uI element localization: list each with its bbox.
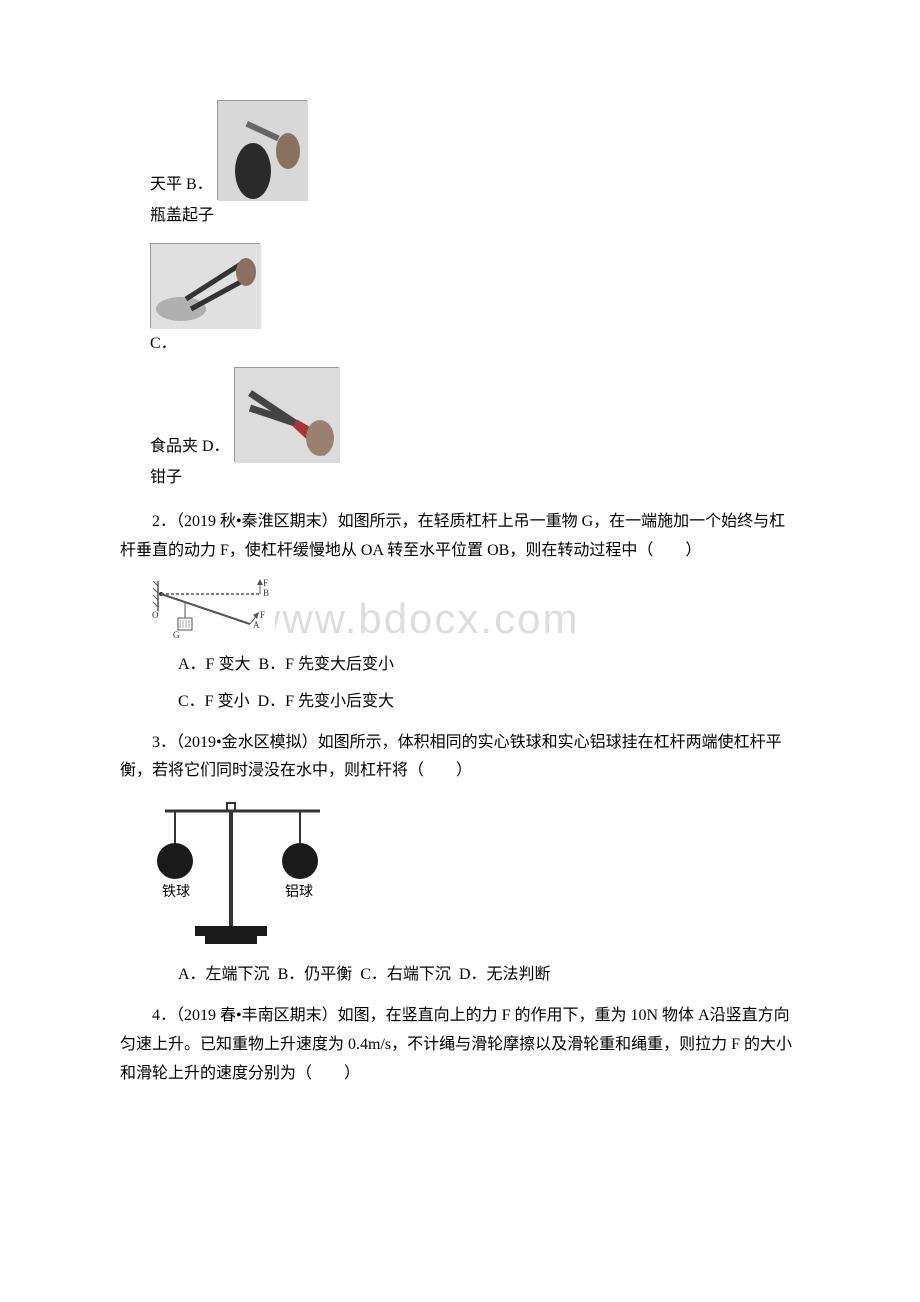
- watermark-text: www.bdocx.com: [250, 581, 579, 657]
- q1-option-b-row: 天平 B．: [150, 100, 800, 200]
- question-3-text: 3．（2019•金水区模拟）如图所示，体积相同的实心铁球和实心铝球挂在杠杆两端使…: [120, 729, 800, 787]
- q1-optd-prefix: 食品夹 D．: [150, 438, 230, 455]
- svg-text:O: O: [152, 610, 159, 620]
- tongs-image: [150, 243, 260, 328]
- q2-options-row2: C．F 变小 D．F 先变小后变大: [178, 688, 800, 717]
- q3-optC: C．右端下沉: [360, 966, 451, 983]
- balance-svg: 铁球 铝球: [150, 796, 335, 951]
- svg-text:F: F: [263, 578, 268, 588]
- q1-optb-label-row: 瓶盖起子: [150, 202, 800, 231]
- pliers-svg: [235, 368, 340, 463]
- q1-optd-label-row: 钳子: [150, 464, 800, 493]
- q2-optD: D．F 先变小后变大: [258, 693, 394, 710]
- q1-optc-letter: C．: [150, 335, 177, 352]
- bottle-opener-image: [217, 100, 307, 200]
- q1-optb-label: 瓶盖起子: [150, 207, 214, 224]
- svg-text:铁球: 铁球: [162, 884, 190, 900]
- q2-optA: A．F 变大: [178, 656, 250, 673]
- question-2-text: 2．（2019 秋•秦淮区期末）如图所示，在轻质杠杆上吊一重物 G，在一端施加一…: [120, 508, 800, 566]
- pliers-image: [234, 367, 339, 462]
- q2-optC: C．F 变小: [178, 693, 250, 710]
- q3-optA: A．左端下沉: [178, 966, 270, 983]
- tongs-svg: [151, 244, 261, 329]
- lever-svg: O B A F F G: [150, 576, 275, 641]
- balance-diagram: 铁球 铝球: [150, 796, 335, 951]
- q3-optB: B．仍平衡: [278, 966, 353, 983]
- q1-option-d-row: 食品夹 D．: [150, 367, 800, 462]
- q1-optc-letter-row: C．: [150, 330, 800, 359]
- q2-optB: B．F 先变大后变小: [258, 656, 394, 673]
- q3-optD: D．无法判断: [459, 966, 551, 983]
- q2-options-row1: A．F 变大 B．F 先变大后变小: [178, 651, 800, 680]
- q1-optb-prefix: 天平 B．: [150, 176, 213, 193]
- svg-text:A: A: [253, 620, 260, 630]
- lever-diagram: O B A F F G: [150, 576, 275, 641]
- q1-option-c-row: [150, 243, 800, 328]
- svg-text:B: B: [263, 588, 269, 598]
- svg-text:F: F: [260, 610, 265, 620]
- question-4-text: 4．（2019 春•丰南区期末）如图，在竖直向上的力 F 的作用下，重为 10N…: [120, 1002, 800, 1088]
- watermark-container: www.bdocx.com O B A F F: [120, 576, 800, 641]
- bottle-opener-svg: [218, 101, 308, 201]
- q1-optd-label: 钳子: [150, 469, 182, 486]
- q3-options-row: A．左端下沉 B．仍平衡 C．右端下沉 D．无法判断: [178, 961, 800, 990]
- svg-text:铝球: 铝球: [285, 884, 313, 900]
- svg-text:G: G: [173, 630, 180, 640]
